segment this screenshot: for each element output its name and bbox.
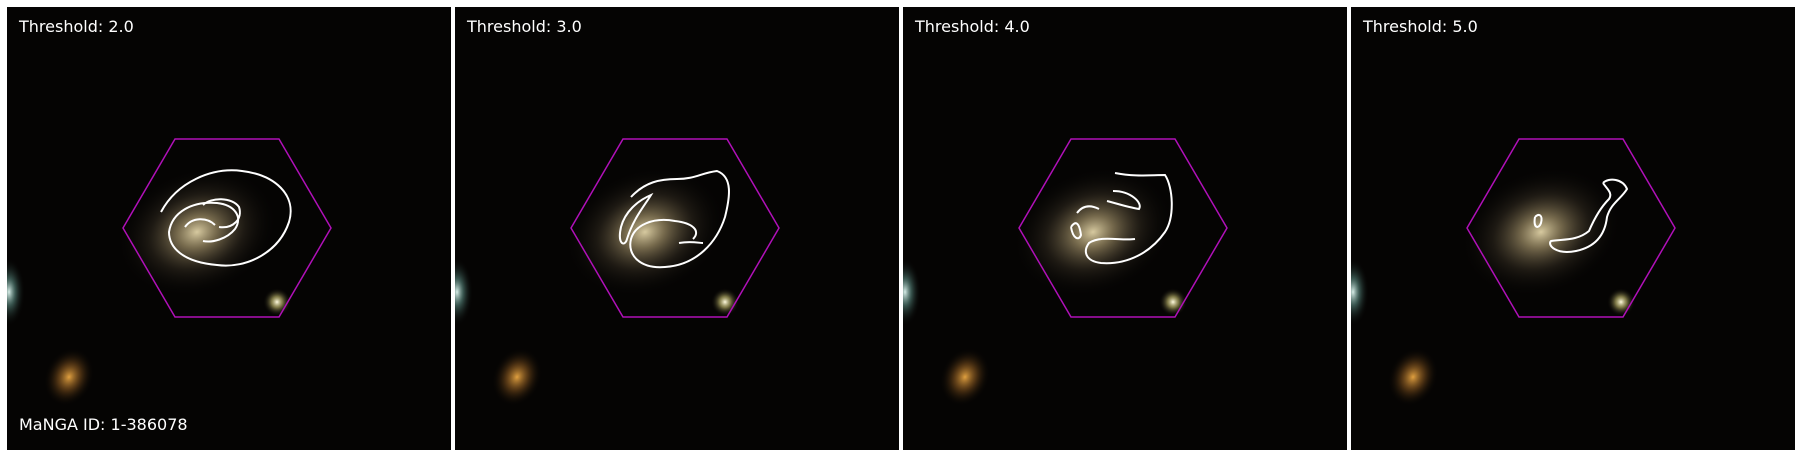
ifu-hexagon (122, 138, 332, 318)
image-panel-threshold-4: Threshold: 4.0 (903, 7, 1347, 450)
threshold-label: Threshold: 3.0 (467, 17, 582, 36)
image-panel-threshold-5: Threshold: 5.0 (1351, 7, 1795, 450)
image-panel-threshold-3: Threshold: 3.0 (455, 7, 899, 450)
galaxy-image (903, 7, 1347, 450)
contour-lines (618, 169, 730, 269)
image-panel-threshold-2: Threshold: 2.0 MaNGA ID: 1-386078 (7, 7, 451, 450)
contour-lines (1533, 178, 1629, 253)
galaxy-image (455, 7, 899, 450)
threshold-label: Threshold: 4.0 (915, 17, 1030, 36)
galaxy-image (1351, 7, 1795, 450)
contour-lines (1070, 172, 1173, 265)
threshold-label: Threshold: 5.0 (1363, 17, 1478, 36)
threshold-label: Threshold: 2.0 (19, 17, 134, 36)
galaxy-image (7, 7, 451, 450)
manga-id-label: MaNGA ID: 1-386078 (19, 415, 188, 434)
ifu-hexagon (1466, 138, 1676, 318)
ifu-hexagon (1018, 138, 1228, 318)
ifu-hexagon (570, 138, 780, 318)
contour-lines (160, 169, 292, 267)
